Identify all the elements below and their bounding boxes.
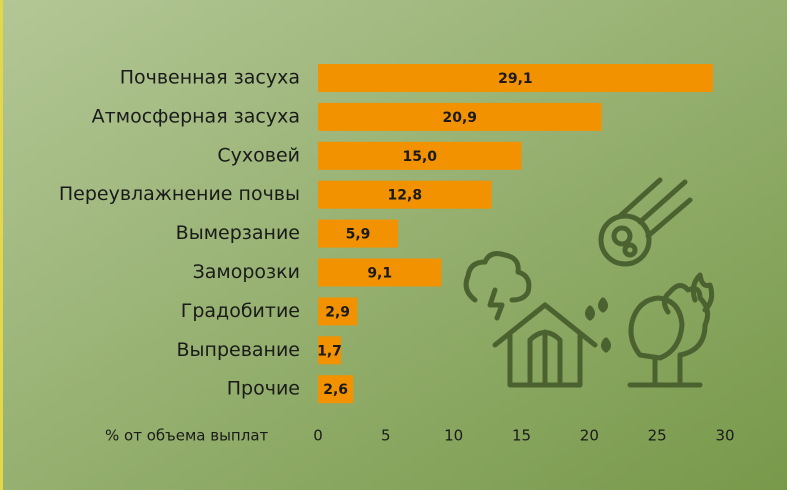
value-label: 5,9 bbox=[346, 227, 371, 243]
bar bbox=[318, 219, 399, 248]
value-label: 29,1 bbox=[498, 71, 533, 87]
y-tick-label: Атмосферная засуха bbox=[92, 105, 300, 127]
bar bbox=[318, 375, 354, 404]
value-label: 15,0 bbox=[402, 149, 437, 165]
bar bbox=[318, 297, 358, 326]
x-tick-label: 20 bbox=[580, 427, 599, 445]
x-tick-label: 10 bbox=[444, 427, 463, 445]
value-label: 20,9 bbox=[442, 110, 477, 126]
y-tick-label: Прочие bbox=[227, 378, 300, 400]
edge-stripe bbox=[0, 0, 3, 490]
x-tick-label: 5 bbox=[381, 427, 391, 445]
y-tick-label: Переувлажнение почвы bbox=[59, 183, 300, 205]
x-tick-label: 0 bbox=[313, 427, 323, 445]
x-tick-label: 25 bbox=[648, 427, 667, 445]
value-label: 1,7 bbox=[317, 343, 342, 359]
x-tick-label: 15 bbox=[512, 427, 531, 445]
value-label: 12,8 bbox=[388, 188, 423, 204]
y-tick-label: Суховей bbox=[217, 144, 300, 166]
bar bbox=[318, 64, 713, 92]
x-tick-label: 30 bbox=[715, 427, 734, 445]
bar bbox=[318, 258, 442, 287]
x-axis-label: % от объема выплат bbox=[105, 427, 269, 445]
y-tick-label: Вымерзание bbox=[176, 222, 300, 244]
value-label: 2,6 bbox=[323, 382, 348, 398]
y-tick-label: Почвенная засуха bbox=[120, 67, 300, 89]
value-label: 2,9 bbox=[325, 304, 350, 320]
y-tick-label: Выпревание bbox=[176, 339, 300, 361]
y-tick-label: Градобитие bbox=[181, 300, 300, 322]
bar bbox=[318, 102, 602, 131]
value-label: 9,1 bbox=[367, 266, 392, 282]
bar bbox=[318, 336, 342, 365]
bar bbox=[318, 180, 492, 209]
illustration bbox=[463, 177, 715, 388]
y-tick-label: Заморозки bbox=[193, 261, 300, 283]
bar bbox=[318, 141, 522, 170]
